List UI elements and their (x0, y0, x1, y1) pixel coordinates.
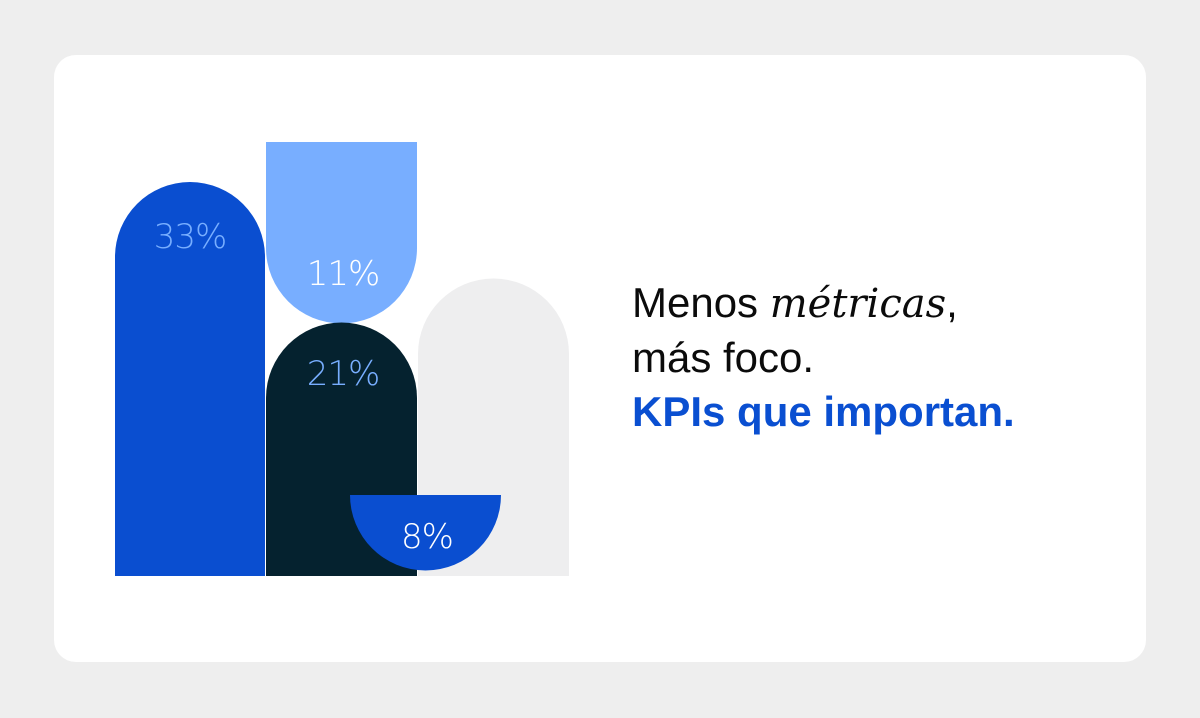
headline-line-1-start: Menos (632, 279, 770, 326)
stat-label-11: 11% (307, 254, 380, 294)
stat-label-8: 8% (401, 517, 453, 557)
headline-accent-line: KPIs que importan. (632, 388, 1015, 435)
headline: Menos métricas, más foco. KPIs que impor… (632, 276, 1015, 439)
headline-line-1-end: , (946, 279, 958, 326)
headline-line-2: más foco. (632, 334, 815, 381)
stat-label-21: 21% (307, 354, 380, 394)
blue-arch-shape (115, 182, 265, 577)
stat-label-33: 33% (154, 217, 227, 257)
blue-bowl-shape (350, 495, 501, 571)
headline-italic-word: métricas (769, 281, 947, 327)
light-blue-bowl-shape (266, 142, 417, 324)
headline-line-1: Menos métricas, (632, 276, 1015, 331)
